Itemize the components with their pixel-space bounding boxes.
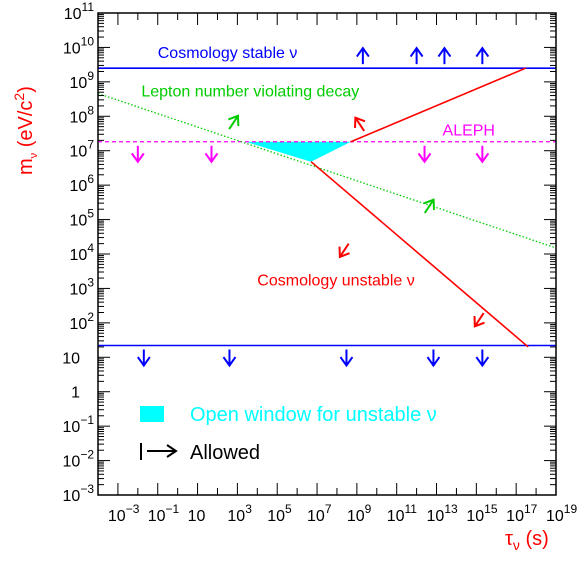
- allowed-arrow-shaft: [423, 199, 435, 214]
- annotation-label: Lepton number violating decay: [141, 84, 359, 101]
- y-tick-label: 104: [70, 241, 95, 264]
- legend-swatch-open-window: [140, 406, 164, 422]
- y-tick-label: 108: [70, 103, 95, 126]
- allowed-arrow-head: [475, 152, 490, 164]
- allowed-arrow-shaft: [354, 117, 366, 132]
- allowed-arrow-head: [131, 152, 145, 164]
- allowed-arrow: [228, 114, 240, 130]
- allowed-arrows: [131, 46, 490, 368]
- allowed-arrow: [417, 145, 432, 164]
- allowed-arrow: [204, 145, 219, 164]
- allowed-arrow: [354, 116, 366, 132]
- x-tick-label: 1011: [387, 502, 418, 525]
- allowed-arrow-shaft: [339, 243, 350, 258]
- allowed-arrow: [356, 46, 370, 65]
- legend-arrow-icon: [140, 443, 178, 460]
- y-tick-label: 10−3: [63, 482, 95, 505]
- y-tick-label: 107: [70, 138, 95, 161]
- line-lepton-number-violating-decay: [98, 92, 556, 249]
- annotations: Cosmology stable ν Lepton number violatin…: [141, 45, 495, 290]
- x-tick-label: 1013: [427, 502, 458, 525]
- x-axis-title: τν (s): [505, 528, 549, 553]
- legend: Open window for unstable ν Allowed: [140, 404, 437, 464]
- x-tick-label: 1017: [506, 502, 537, 525]
- annotation-label: ALEPH: [443, 122, 495, 139]
- x-tick-label: 10−3: [108, 502, 140, 525]
- allowed-arrow: [222, 349, 237, 368]
- allowed-arrow: [131, 145, 145, 164]
- axis-ticks: [97, 12, 557, 496]
- allowed-arrow: [423, 198, 435, 214]
- allowed-arrow: [437, 46, 452, 65]
- tick-labels: 10−3 10−2 10−1 1 10 102 103 104 105 106 107 108 109 1…: [62, 0, 577, 525]
- annotation-label: Cosmology stable ν: [158, 45, 298, 62]
- allowed-arrow: [339, 349, 354, 368]
- x-tick-label: 1019: [546, 502, 577, 525]
- x-tick-label: 10: [188, 508, 206, 525]
- y-axis-title: mν (eV/c2): [11, 86, 40, 175]
- allowed-arrow-head: [339, 356, 354, 368]
- x-tick-label: 103: [227, 502, 252, 525]
- y-tick-label: 102: [70, 310, 95, 333]
- legend-label-open-window: Open window for unstable ν: [190, 404, 437, 426]
- allowed-arrow: [475, 145, 490, 164]
- y-tick-label: 1: [71, 385, 80, 402]
- allowed-arrow: [473, 312, 485, 328]
- allowed-arrow-shaft: [474, 312, 485, 327]
- line-cosmology-unstable-upper: [350, 67, 526, 143]
- line-cosmology-unstable-lower: [310, 161, 529, 348]
- x-tick-label: 105: [267, 502, 292, 525]
- open-window-region: [245, 141, 351, 162]
- allowed-arrow: [426, 349, 441, 368]
- y-tick-label: 1010: [63, 34, 94, 57]
- annotation-label: Cosmology unstable ν: [257, 273, 414, 290]
- y-tick-label: 109: [70, 69, 95, 92]
- allowed-arrow: [409, 46, 424, 65]
- allowed-arrow: [475, 349, 490, 368]
- allowed-arrow-head: [356, 46, 370, 58]
- allowed-arrow-head: [437, 46, 452, 58]
- allowed-arrow-head: [204, 152, 219, 164]
- allowed-arrow-head: [417, 152, 432, 164]
- allowed-arrow: [338, 243, 350, 259]
- allowed-arrow: [475, 46, 490, 65]
- allowed-arrow-head: [409, 46, 424, 58]
- allowed-arrow-head: [222, 356, 237, 368]
- allowed-arrow-head: [426, 356, 441, 368]
- series-lines: [98, 67, 556, 348]
- allowed-arrow-head: [475, 356, 490, 368]
- allowed-arrow-shaft: [228, 115, 239, 130]
- allowed-arrow-head: [228, 114, 240, 127]
- plot-area: [245, 141, 351, 162]
- legend-label-allowed: Allowed: [190, 442, 260, 464]
- allowed-arrow-head: [475, 46, 490, 58]
- x-tick-label: 107: [307, 502, 332, 525]
- y-tick-label: 103: [70, 275, 95, 298]
- y-tick-label: 10−2: [63, 448, 95, 471]
- y-tick-label: 1011: [64, 0, 95, 23]
- y-tick-label: 106: [70, 172, 95, 195]
- x-tick-label: 1015: [466, 502, 497, 525]
- x-tick-label: 109: [347, 502, 372, 525]
- y-tick-label: 10−1: [63, 413, 95, 436]
- allowed-arrow: [137, 349, 151, 368]
- y-tick-label: 10: [62, 350, 80, 367]
- allowed-arrow-head: [137, 356, 151, 368]
- allowed-arrow-head: [338, 246, 350, 259]
- plot-frame: [97, 12, 557, 496]
- allowed-arrow-head: [473, 316, 485, 328]
- x-tick-label: 10−1: [148, 502, 180, 525]
- y-tick-label: 105: [70, 207, 95, 230]
- allowed-arrow-head: [354, 116, 366, 128]
- allowed-arrow-head: [423, 198, 435, 210]
